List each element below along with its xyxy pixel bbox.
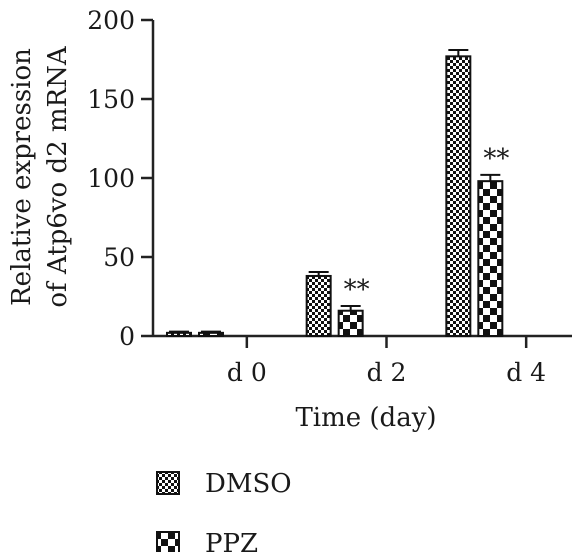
legend: DMSO PPZ xyxy=(156,469,292,552)
y-tick-label: 0 xyxy=(119,322,135,351)
x-tick-label: d 2 xyxy=(367,358,407,387)
y-tick-label: 200 xyxy=(87,6,135,35)
y-axis: 0 50 100 150 200 xyxy=(87,6,155,351)
y-tick-label: 50 xyxy=(103,243,135,272)
legend-swatch-dmso xyxy=(156,471,180,495)
bars: ** ** xyxy=(166,49,509,338)
bar-ppz-1 xyxy=(337,309,364,338)
y-axis-label-line-1: Relative expression xyxy=(7,48,37,306)
bar-dmso-0 xyxy=(166,331,192,337)
significance-label: ** xyxy=(483,144,509,174)
x-axis-label: Time (day) xyxy=(295,403,436,433)
y-tick-label: 100 xyxy=(87,164,135,193)
legend-label-ppz: PPZ xyxy=(205,529,258,552)
bar-dmso-2 xyxy=(445,55,472,338)
x-tick-label: d 4 xyxy=(506,358,546,387)
legend-swatch-ppz xyxy=(156,531,180,552)
y-tick-label: 150 xyxy=(87,85,135,114)
legend-label-dmso: DMSO xyxy=(205,469,292,499)
significance-label: ** xyxy=(344,275,370,305)
bar-dmso-1 xyxy=(305,274,332,337)
bar-ppz-2 xyxy=(477,180,504,337)
x-tick-label: d 0 xyxy=(227,358,267,387)
y-axis-label-line-2: of Atp6vo d2 mRNA xyxy=(43,45,73,308)
x-axis: d 0 d 2 d 4 xyxy=(153,334,572,387)
bar-ppz-0 xyxy=(198,331,224,337)
